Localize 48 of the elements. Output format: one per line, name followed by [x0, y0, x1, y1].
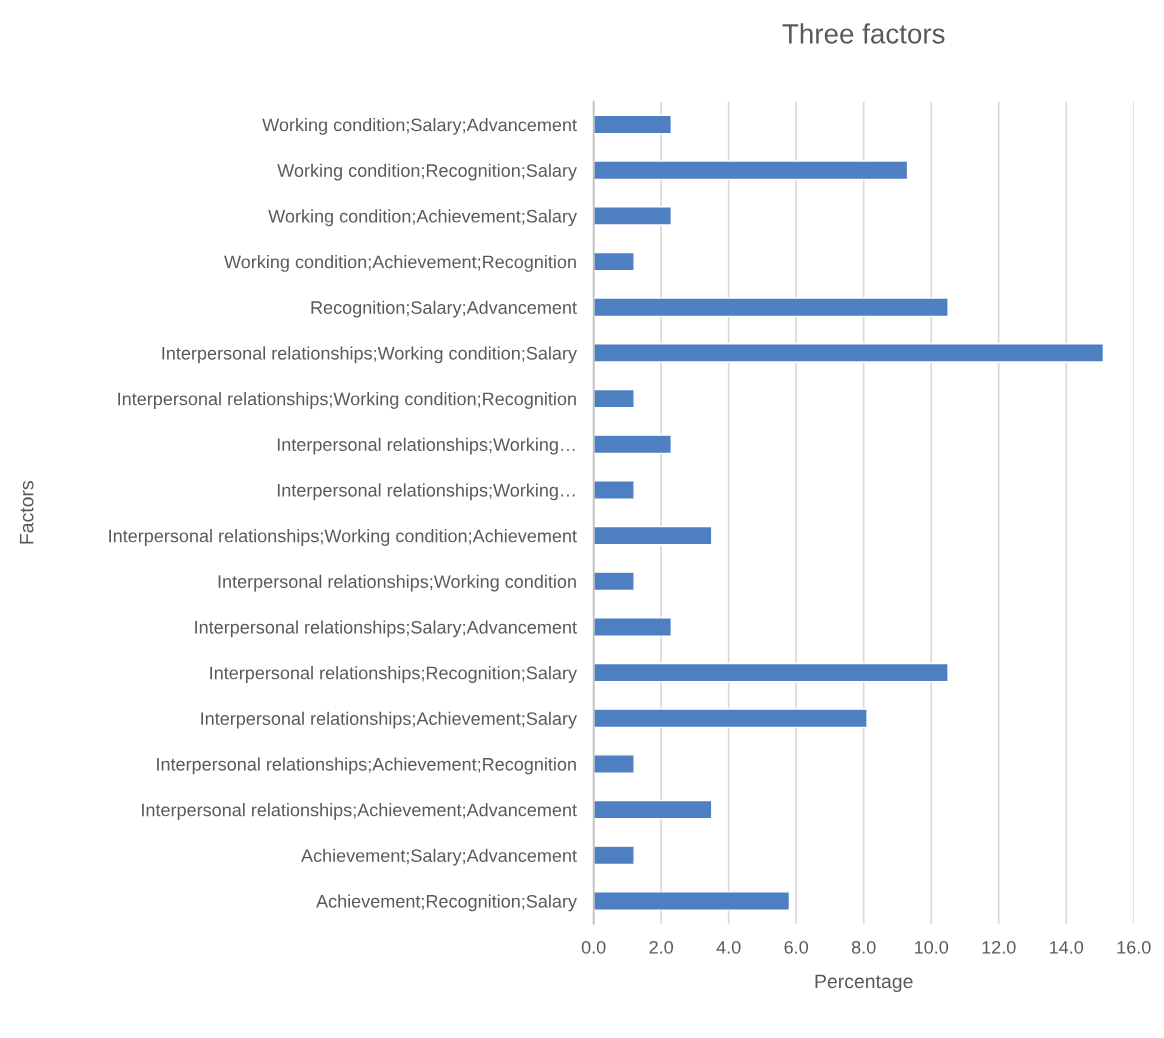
x-tick-label: 0.0: [581, 940, 606, 954]
y-tick-label: Interpersonal relationships;Achievement;Salary: [201, 711, 577, 729]
y-axis-title: Factors: [19, 481, 34, 544]
y-tick-label: Interpersonal relationships;Working…: [277, 483, 575, 501]
y-tick-label: Interpersonal relationships;Salary;Advancement: [195, 620, 577, 638]
bar: [593, 617, 672, 637]
bar: [593, 891, 791, 911]
x-axis-title: Percentage: [815, 974, 913, 993]
bar: [593, 845, 635, 866]
x-tick-label: 16.0: [1117, 940, 1151, 954]
bar: [593, 480, 635, 500]
bar: [593, 114, 672, 135]
y-tick-label: Achievement;Recognition;Salary: [316, 894, 577, 912]
bar: [593, 206, 672, 226]
bar: [593, 799, 713, 820]
x-tick-label: 2.0: [649, 940, 673, 954]
bar: [593, 343, 1105, 363]
bar: [593, 662, 949, 683]
y-tick-label: Interpersonal relationships;Recognition;Salary: [210, 666, 577, 683]
y-tick-label: Achievement;Salary;Advancement: [301, 848, 577, 866]
bar: [593, 297, 949, 318]
y-tick-label: Working condition;Salary;Advancement: [262, 118, 577, 135]
x-tick-label: 6.0: [784, 940, 809, 954]
y-tick-label: Interpersonal relationships;Working condition;Recognition: [118, 392, 576, 409]
y-tick-label: Interpersonal relationships;Working condition: [218, 574, 576, 592]
x-tick-label: 14.0: [1050, 940, 1084, 954]
y-tick-label: Interpersonal relationships;Achievement;Advancement: [142, 803, 577, 820]
bar: [593, 388, 635, 409]
y-tick-label: Working condition;Recognition;Salary: [277, 163, 577, 181]
x-tick-label: 10.0: [915, 940, 949, 954]
bar: [593, 160, 909, 181]
bar: [593, 571, 635, 592]
x-tick-label: 8.0: [851, 940, 876, 954]
y-tick-label: Interpersonal relationships;Working condition;Achievement: [109, 529, 577, 546]
chart-title: Three factors: [782, 23, 945, 44]
bar: [593, 434, 672, 455]
y-tick-label: Interpersonal relationships;Achievement;Recognition: [157, 757, 576, 775]
y-tick-label: Working condition;Achievement;Salary: [268, 209, 577, 227]
bar: [593, 525, 713, 546]
y-tick-label: Interpersonal relationships;Working…: [277, 437, 575, 455]
bar: [593, 708, 868, 729]
y-tick-label: Recognition;Salary;Advancement: [311, 300, 577, 318]
x-tick-label: 12.0: [982, 940, 1016, 954]
x-tick-label: 4.0: [716, 940, 741, 954]
y-tick-label: Working condition;Achievement;Recognition: [224, 255, 576, 272]
bar: [593, 754, 635, 774]
y-tick-label: Interpersonal relationships;Working condition;Salary: [162, 346, 577, 364]
bar: [593, 251, 635, 272]
